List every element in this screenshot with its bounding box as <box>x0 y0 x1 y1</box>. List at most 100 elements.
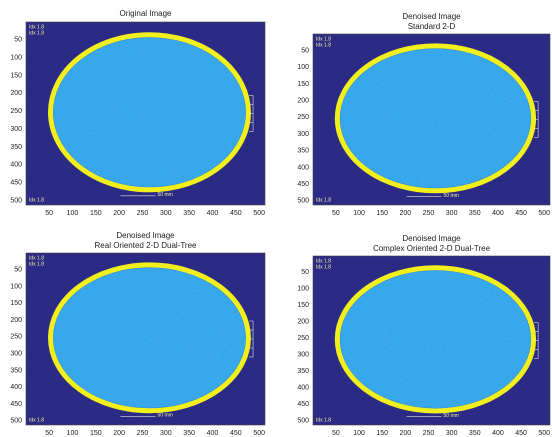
x-tick-label: 450 <box>230 210 242 217</box>
y-tick-label: 150 <box>10 300 22 307</box>
y-tick-label: 150 <box>297 302 309 309</box>
x-tick-label: 200 <box>400 210 412 217</box>
x-tick-label: 400 <box>207 210 219 217</box>
y-tick-label: 50 <box>301 47 309 54</box>
y-tick-label: 300 <box>297 352 309 359</box>
x-tick-label: 350 <box>183 430 195 437</box>
y-tick-label: 500 <box>10 418 22 425</box>
y-tick-label: 250 <box>297 335 309 342</box>
y-tick-label: 300 <box>297 131 309 138</box>
panel-subtitle: Standard 2-D <box>408 22 456 31</box>
x-tick-label: 50 <box>332 210 340 217</box>
x-tick-label: 150 <box>90 210 102 217</box>
x-tick-label: 100 <box>353 210 365 217</box>
x-tick-label: 150 <box>376 430 388 437</box>
annotation: Idx 1.8 <box>29 197 44 203</box>
annotation: Idx 1.8 <box>316 42 331 48</box>
texture <box>340 271 530 408</box>
y-tick-label: 450 <box>10 180 22 187</box>
y-tick-label: 100 <box>297 286 309 293</box>
x-tick-label: 500 <box>538 210 550 217</box>
x-tick-label: 200 <box>113 210 125 217</box>
annotation: Idx 1.8 <box>29 261 44 267</box>
figure: Original Image 50 100 150 200 250 300 350 400 450… <box>0 0 552 437</box>
y-tick-label: 200 <box>10 90 22 97</box>
x-tick-label: 50 <box>332 430 340 437</box>
y-tick-label: 350 <box>10 367 22 374</box>
y-tick-label: 450 <box>297 181 309 188</box>
y-tick-label: 400 <box>297 164 309 171</box>
x-tick-label: 50 <box>45 210 53 217</box>
y-tick-label: 350 <box>297 368 309 375</box>
x-tick-label: 200 <box>400 430 412 437</box>
x-tick-label: 300 <box>446 430 458 437</box>
panel-subtitle: Complex Oriented 2-D Dual-Tree <box>373 244 491 253</box>
x-tick-label: 350 <box>469 430 481 437</box>
y-tick-label: 500 <box>297 418 309 425</box>
x-tick-label: 150 <box>90 430 102 437</box>
x-tick-label: 500 <box>253 430 265 437</box>
x-tick-label: 300 <box>160 210 172 217</box>
y-tick-label: 250 <box>10 334 22 341</box>
panel-subtitle: Real Oriented 2-D Dual-Tree <box>95 241 198 250</box>
annotation: 50 mm <box>158 192 173 198</box>
x-tick-label: 50 <box>45 430 53 437</box>
annotation: 50 mm <box>444 413 459 419</box>
x-tick-label: 500 <box>253 210 265 217</box>
x-tick-label: 100 <box>353 430 365 437</box>
x-tick-label: 300 <box>446 210 458 217</box>
x-tick-label: 400 <box>207 430 219 437</box>
y-tick-label: 500 <box>10 197 22 204</box>
x-tick-label: 400 <box>492 430 504 437</box>
panel: Original Image 50 100 150 200 250 300 350 400 450… <box>10 9 265 217</box>
y-tick-label: 50 <box>301 269 309 276</box>
annotation: Idx 1.8 <box>316 417 331 423</box>
annotation: Idx 1.8 <box>29 417 44 423</box>
y-tick-label: 250 <box>10 108 22 115</box>
y-tick-label: 300 <box>10 350 22 357</box>
panel-title: Denoised Image <box>402 234 461 243</box>
y-tick-label: 500 <box>297 198 309 205</box>
y-tick-label: 100 <box>10 283 22 290</box>
y-tick-label: 350 <box>297 148 309 155</box>
y-tick-label: 300 <box>10 126 22 133</box>
y-tick-label: 200 <box>297 97 309 104</box>
x-tick-label: 100 <box>67 210 79 217</box>
y-tick-label: 50 <box>14 266 22 273</box>
y-tick-label: 200 <box>297 319 309 326</box>
texture <box>54 38 246 187</box>
y-tick-label: 100 <box>10 54 22 61</box>
x-tick-label: 200 <box>113 430 125 437</box>
annotation: 50 mm <box>158 413 173 419</box>
x-tick-label: 350 <box>183 210 195 217</box>
panel-title: Denoised Image <box>402 12 461 21</box>
annotation: 50 mm <box>444 193 459 199</box>
y-tick-label: 450 <box>297 401 309 408</box>
x-tick-label: 250 <box>423 210 435 217</box>
y-tick-label: 150 <box>297 81 309 88</box>
y-tick-label: 400 <box>10 384 22 391</box>
x-tick-label: 100 <box>67 430 79 437</box>
y-tick-label: 350 <box>10 144 22 151</box>
panel-title: Original Image <box>119 9 172 18</box>
texture <box>340 49 530 188</box>
y-tick-label: 150 <box>10 72 22 79</box>
y-tick-label: 400 <box>297 385 309 392</box>
y-tick-label: 50 <box>14 37 22 44</box>
x-tick-label: 400 <box>492 210 504 217</box>
x-tick-label: 250 <box>137 210 149 217</box>
annotation: Idx 1.8 <box>316 197 331 203</box>
y-tick-label: 450 <box>10 401 22 408</box>
x-tick-label: 450 <box>515 430 527 437</box>
y-tick-label: 250 <box>297 114 309 121</box>
y-tick-label: 100 <box>297 64 309 71</box>
x-tick-label: 500 <box>538 430 550 437</box>
y-tick-label: 200 <box>10 317 22 324</box>
annotation: Idx 1.8 <box>29 30 44 36</box>
x-tick-label: 250 <box>423 430 435 437</box>
y-tick-label: 400 <box>10 162 22 169</box>
annotation: Idx 1.8 <box>316 264 331 270</box>
x-tick-label: 250 <box>137 430 149 437</box>
